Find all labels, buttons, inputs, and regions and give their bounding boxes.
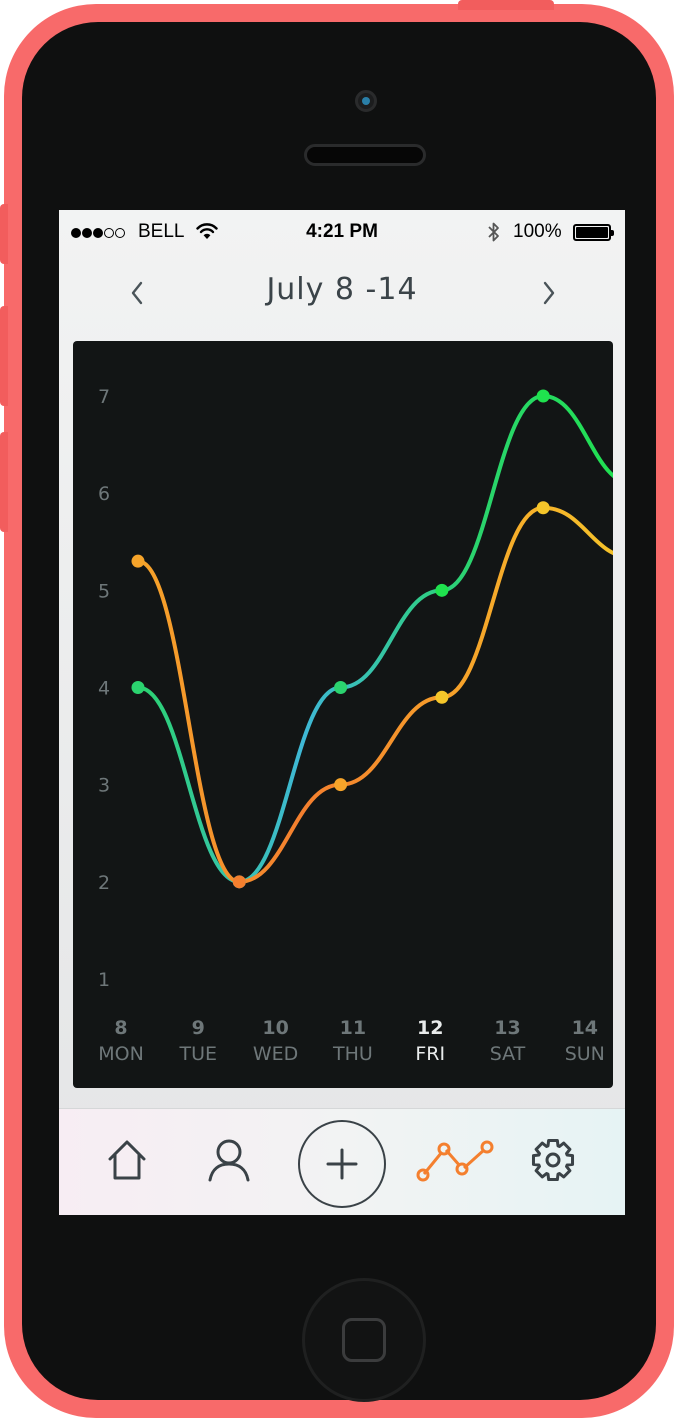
signal-dot bbox=[71, 228, 81, 238]
bluetooth-icon bbox=[488, 222, 499, 242]
gear-icon bbox=[531, 1138, 575, 1182]
y-tick-label: 3 bbox=[98, 775, 110, 797]
data-point[interactable] bbox=[334, 681, 348, 694]
battery-percentage: 100% bbox=[513, 221, 562, 242]
volume-down-button bbox=[0, 432, 8, 532]
tab-settings[interactable] bbox=[525, 1129, 581, 1191]
tab-home[interactable] bbox=[99, 1129, 155, 1191]
x-tick-day: 11 bbox=[340, 1017, 366, 1039]
page-title: July 8 -14 bbox=[266, 272, 418, 307]
user-icon bbox=[208, 1139, 250, 1182]
data-point[interactable] bbox=[536, 389, 550, 403]
signal-strength-icon bbox=[71, 222, 126, 244]
app-screen: BELL 4:21 PM 100% July 8 -14 1 2 3 4 5 6 7 8 MON… bbox=[59, 210, 625, 1215]
wifi-icon bbox=[196, 223, 218, 239]
weekly-chart: 1 2 3 4 5 6 7 8 MON 9 TUE 10 WED 11 THU 12 FRI 13 SAT 14 SUN bbox=[73, 341, 613, 1088]
data-point[interactable] bbox=[131, 554, 145, 568]
x-tick-day: 10 bbox=[262, 1017, 288, 1039]
series-line bbox=[136, 393, 613, 884]
data-point[interactable] bbox=[435, 583, 449, 597]
y-tick-label: 6 bbox=[98, 483, 110, 505]
x-tick-day: 8 bbox=[114, 1017, 127, 1039]
signal-dot bbox=[82, 228, 92, 238]
x-tick-day: 14 bbox=[572, 1017, 598, 1039]
earpiece-speaker bbox=[304, 144, 426, 166]
carrier-name: BELL bbox=[138, 221, 185, 242]
volume-up-button bbox=[0, 306, 8, 406]
signal-dot bbox=[104, 228, 114, 238]
data-point[interactable] bbox=[536, 501, 550, 515]
plus-icon bbox=[326, 1148, 358, 1180]
mute-switch bbox=[0, 204, 8, 264]
y-tick-label: 4 bbox=[98, 678, 110, 700]
series-line bbox=[136, 505, 613, 884]
x-tick-weekday: FRI bbox=[415, 1043, 445, 1065]
x-tick-weekday: TUE bbox=[179, 1043, 218, 1065]
signal-dot bbox=[93, 228, 103, 238]
x-tick-weekday: SUN bbox=[565, 1043, 605, 1065]
week-header: July 8 -14 bbox=[59, 254, 625, 330]
chevron-left-icon[interactable] bbox=[125, 278, 149, 308]
tab-add[interactable] bbox=[297, 1119, 387, 1209]
x-tick-day: 12 bbox=[417, 1017, 443, 1039]
x-tick-weekday: WED bbox=[253, 1043, 298, 1065]
front-camera bbox=[355, 90, 377, 112]
x-tick-day: 9 bbox=[192, 1017, 205, 1039]
home-icon bbox=[108, 1140, 146, 1180]
power-button bbox=[458, 0, 554, 10]
y-tick-label: 1 bbox=[98, 969, 110, 991]
signal-dot bbox=[115, 228, 125, 238]
home-button-square-icon bbox=[342, 1318, 386, 1362]
hardware-home-button[interactable] bbox=[302, 1278, 426, 1402]
data-point[interactable] bbox=[334, 778, 348, 792]
x-tick-weekday: SAT bbox=[490, 1043, 526, 1065]
y-tick-label: 7 bbox=[98, 386, 110, 408]
add-button[interactable] bbox=[298, 1120, 386, 1208]
y-tick-label: 2 bbox=[98, 872, 110, 894]
x-tick-weekday: MON bbox=[98, 1043, 144, 1065]
data-point[interactable] bbox=[435, 690, 449, 704]
status-time: 4:21 PM bbox=[306, 221, 378, 242]
x-tick-weekday: THU bbox=[332, 1043, 373, 1065]
chevron-right-icon[interactable] bbox=[537, 278, 561, 308]
battery-icon bbox=[573, 224, 614, 241]
tab-stats[interactable] bbox=[415, 1129, 497, 1191]
line-chart-icon bbox=[416, 1140, 494, 1182]
data-point[interactable] bbox=[131, 681, 145, 694]
status-bar: BELL 4:21 PM 100% bbox=[59, 210, 625, 254]
tab-profile[interactable] bbox=[201, 1129, 257, 1191]
data-point[interactable] bbox=[232, 875, 246, 889]
y-tick-label: 5 bbox=[98, 580, 110, 602]
x-tick-day: 13 bbox=[494, 1017, 520, 1039]
tab-bar bbox=[59, 1108, 625, 1215]
